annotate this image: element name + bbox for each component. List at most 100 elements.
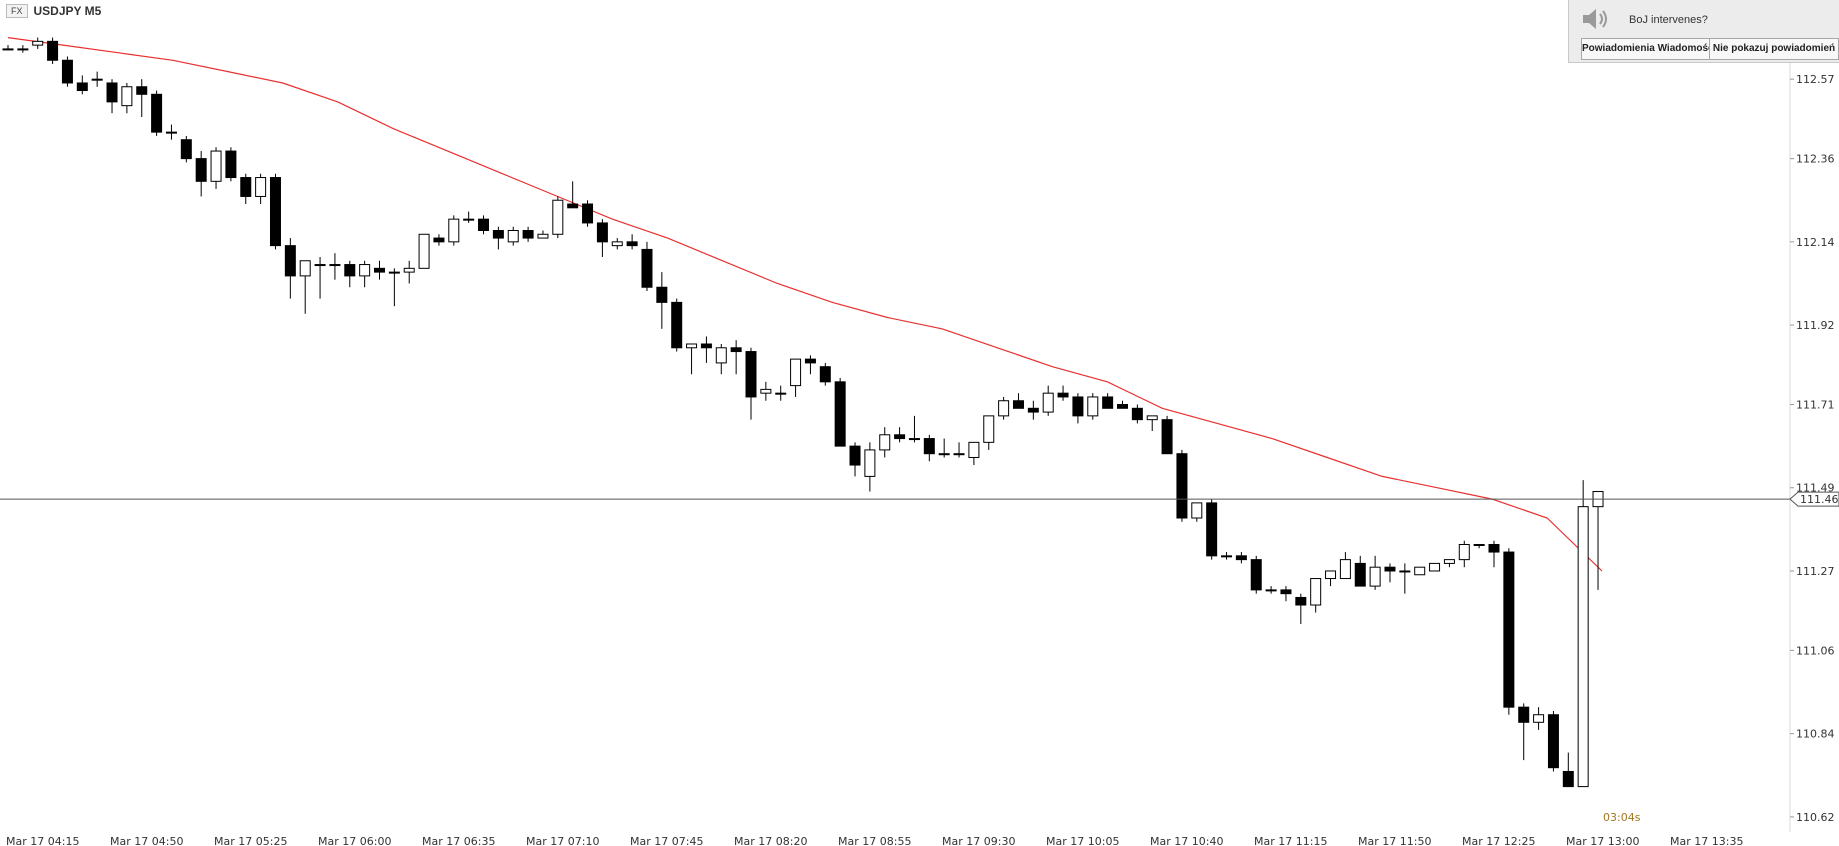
candle-body xyxy=(374,267,385,273)
candle-body xyxy=(1280,589,1292,595)
candle-body xyxy=(686,343,698,349)
candle-body xyxy=(1503,551,1515,708)
candle-body xyxy=(1547,714,1559,769)
candle-body xyxy=(819,366,831,383)
candle xyxy=(611,238,623,250)
candle xyxy=(1072,393,1084,424)
candle xyxy=(983,415,995,450)
candle xyxy=(923,434,935,462)
candle xyxy=(804,355,816,375)
time-axis: Mar 17 04:15 Mar 17 04:50 Mar 17 05:25 Mar … xyxy=(6,835,1743,846)
candle xyxy=(1443,559,1455,568)
candle-body xyxy=(1250,559,1262,591)
candle-body xyxy=(968,441,980,458)
candle xyxy=(671,298,683,352)
candle xyxy=(210,147,222,189)
candle-body xyxy=(552,199,564,235)
candle-body xyxy=(1295,596,1307,606)
time-tick-label: Mar 17 08:55 xyxy=(838,835,911,846)
candle xyxy=(1131,404,1143,424)
candle-body xyxy=(448,218,460,243)
notification-message: BoJ intervenes? xyxy=(1629,14,1708,26)
candles-layer xyxy=(2,37,1604,788)
candle xyxy=(864,442,876,492)
candle-body xyxy=(1310,578,1322,606)
candle-body xyxy=(879,434,891,451)
candle-body xyxy=(983,415,995,443)
candle xyxy=(1280,586,1292,602)
candle xyxy=(433,234,445,246)
candle-body xyxy=(240,177,252,197)
candle-body xyxy=(180,139,192,160)
current-price-layer: 111.46 xyxy=(0,491,1839,507)
candle-body xyxy=(656,286,668,303)
news-notifications-button[interactable]: Powiadomienia Wiadomości xyxy=(1581,38,1717,60)
candle xyxy=(953,442,965,458)
candle-body xyxy=(923,438,935,455)
candle-body xyxy=(1072,396,1084,417)
mute-notifications-button[interactable]: Nie pokazuj powiadomień xyxy=(1709,38,1839,60)
candle xyxy=(17,45,29,53)
candle xyxy=(374,260,385,280)
price-tick-label: 112.57 xyxy=(1796,73,1835,86)
candle-body xyxy=(1221,555,1233,558)
price-tick-label: 111.71 xyxy=(1796,399,1835,412)
candle xyxy=(849,442,861,477)
price-tick-label: 110.84 xyxy=(1796,728,1835,741)
candle-body xyxy=(284,245,296,277)
candle xyxy=(968,441,980,466)
candle xyxy=(507,226,519,246)
candle xyxy=(1161,415,1173,455)
candle xyxy=(552,196,564,239)
candle-body xyxy=(804,358,816,364)
candle xyxy=(1310,578,1322,613)
candle-body xyxy=(537,233,549,239)
market-tag: FX xyxy=(6,4,28,18)
candle-body xyxy=(1354,562,1366,587)
candle-body xyxy=(1161,419,1173,455)
candle xyxy=(879,427,891,458)
candle-body xyxy=(849,445,861,466)
candle xyxy=(255,173,267,205)
candle xyxy=(1518,703,1530,761)
candle xyxy=(715,343,727,375)
candle xyxy=(1473,543,1485,549)
candle-body xyxy=(210,150,222,182)
candle-body xyxy=(151,93,163,133)
candle xyxy=(1221,552,1233,560)
candle xyxy=(165,124,177,140)
time-tick-label: Mar 17 05:25 xyxy=(214,835,287,846)
candle-body xyxy=(730,347,742,353)
candle-body xyxy=(834,381,846,447)
candle-body xyxy=(1414,566,1426,576)
price-tick-label: 111.49 xyxy=(1796,482,1835,495)
candle xyxy=(269,173,281,250)
candle xyxy=(522,226,534,242)
candle-body xyxy=(492,230,504,239)
candle xyxy=(1384,563,1396,583)
candle-body xyxy=(76,82,88,92)
candle xyxy=(1250,555,1262,594)
candle-body xyxy=(1518,706,1530,723)
candle xyxy=(1325,570,1337,587)
candle xyxy=(1429,562,1441,572)
candle xyxy=(1503,548,1515,715)
candle xyxy=(76,75,88,95)
candle-body xyxy=(106,82,118,103)
candle-body xyxy=(403,267,415,273)
candle xyxy=(834,378,846,447)
candle xyxy=(403,260,415,284)
candle xyxy=(151,90,163,136)
current-price-tag xyxy=(1789,491,1839,507)
candle-body xyxy=(1339,559,1351,580)
candle-body xyxy=(1087,396,1099,417)
candle xyxy=(418,233,430,269)
notification-popup: BoJ intervenes? Powiadomienia Wiadomości… xyxy=(1568,0,1839,63)
candle-body xyxy=(1012,400,1024,409)
moving-average-line xyxy=(7,37,1603,572)
candle xyxy=(1458,540,1470,568)
candle-body xyxy=(611,241,623,247)
candle-body xyxy=(136,86,148,95)
candle xyxy=(537,230,549,239)
